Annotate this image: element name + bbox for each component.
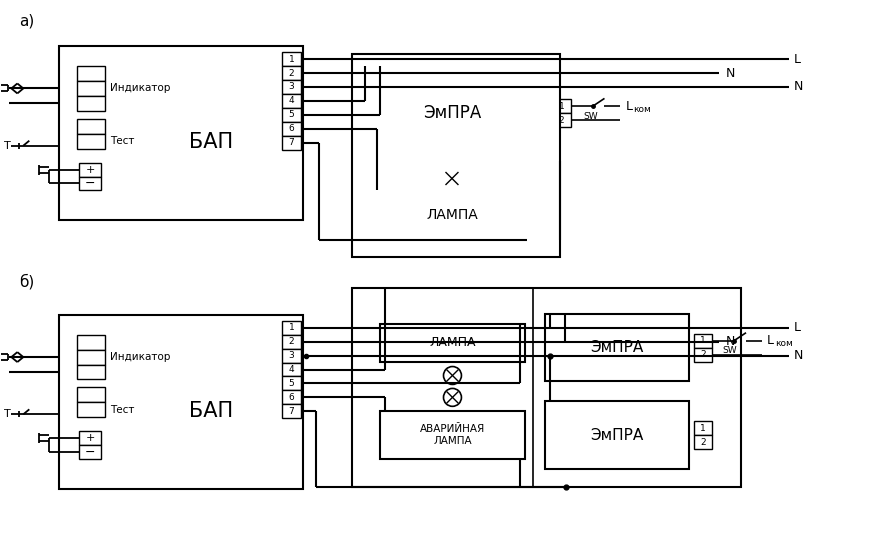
Text: Индикатор: Индикатор (110, 352, 171, 362)
Polygon shape (281, 404, 302, 418)
Text: 2: 2 (700, 438, 706, 447)
Text: ЛАМПА: ЛАМПА (429, 336, 476, 349)
Polygon shape (360, 66, 544, 161)
Polygon shape (281, 122, 302, 136)
Polygon shape (281, 108, 302, 122)
Text: ЭмПРА: ЭмПРА (590, 340, 643, 355)
Text: Т: Т (4, 141, 12, 151)
Polygon shape (281, 321, 302, 335)
Text: БАП: БАП (189, 132, 233, 152)
Polygon shape (79, 431, 101, 445)
Text: 6: 6 (289, 393, 295, 402)
Text: 3: 3 (289, 82, 295, 91)
Polygon shape (552, 113, 571, 127)
Text: БАП: БАП (189, 400, 233, 421)
Polygon shape (281, 390, 302, 404)
Text: 2: 2 (289, 69, 295, 78)
Polygon shape (373, 190, 532, 240)
Text: 1: 1 (558, 102, 565, 111)
Polygon shape (77, 96, 105, 111)
Polygon shape (77, 403, 105, 417)
Text: 1: 1 (289, 54, 295, 64)
Text: а): а) (19, 14, 35, 29)
Text: L: L (767, 334, 774, 347)
Text: N: N (794, 80, 804, 94)
Text: 7: 7 (289, 138, 295, 147)
Polygon shape (352, 54, 559, 257)
Text: 4: 4 (289, 365, 295, 374)
Text: 2: 2 (700, 350, 706, 359)
Polygon shape (552, 100, 571, 113)
Polygon shape (79, 163, 101, 177)
Polygon shape (352, 288, 741, 487)
Text: +: + (86, 433, 95, 443)
Text: L: L (626, 100, 633, 113)
Polygon shape (79, 177, 101, 190)
Text: Т: Т (4, 409, 12, 419)
Polygon shape (77, 365, 105, 380)
Polygon shape (77, 134, 105, 149)
Text: 1: 1 (289, 323, 295, 332)
Text: 2: 2 (558, 116, 565, 125)
Text: +: + (86, 164, 95, 174)
Text: SW: SW (583, 112, 598, 121)
Polygon shape (281, 136, 302, 150)
Text: ком: ком (775, 339, 793, 348)
Text: 6: 6 (289, 124, 295, 133)
Text: ЛАМПА: ЛАМПА (426, 208, 478, 222)
Text: АВАРИЙНАЯ
ЛАМПА: АВАРИЙНАЯ ЛАМПА (419, 425, 485, 446)
Text: N: N (794, 349, 804, 362)
Polygon shape (281, 94, 302, 108)
Polygon shape (59, 315, 304, 489)
Polygon shape (281, 377, 302, 390)
Text: б): б) (19, 274, 35, 290)
Text: −: − (85, 177, 96, 190)
Text: 7: 7 (289, 407, 295, 416)
Polygon shape (281, 66, 302, 80)
Text: 1: 1 (700, 424, 706, 433)
Polygon shape (281, 362, 302, 377)
Polygon shape (281, 80, 302, 94)
Text: 2: 2 (289, 337, 295, 346)
Text: 1: 1 (700, 336, 706, 345)
Polygon shape (694, 334, 712, 348)
Polygon shape (77, 81, 105, 96)
Polygon shape (59, 46, 304, 221)
Text: 5: 5 (289, 111, 295, 119)
Polygon shape (381, 411, 525, 459)
Text: −: − (85, 446, 96, 459)
Text: N: N (726, 67, 735, 80)
Text: L: L (794, 321, 801, 334)
Polygon shape (281, 335, 302, 349)
Polygon shape (694, 435, 712, 449)
Text: Тест: Тест (110, 136, 135, 146)
Polygon shape (79, 445, 101, 459)
Text: ЭмПРА: ЭмПРА (423, 104, 481, 122)
Polygon shape (281, 52, 302, 66)
Text: N: N (726, 335, 735, 348)
Polygon shape (77, 119, 105, 134)
Text: SW: SW (723, 346, 737, 355)
Text: 3: 3 (289, 351, 295, 360)
Polygon shape (694, 421, 712, 435)
Polygon shape (381, 324, 525, 361)
Polygon shape (77, 350, 105, 365)
Text: ЭмПРА: ЭмПРА (590, 428, 643, 443)
Text: L: L (794, 53, 801, 65)
Polygon shape (77, 66, 105, 81)
Text: Индикатор: Индикатор (110, 84, 171, 94)
Text: Тест: Тест (110, 405, 135, 415)
Polygon shape (544, 314, 689, 382)
Text: 4: 4 (289, 96, 295, 106)
Polygon shape (77, 387, 105, 403)
Polygon shape (694, 348, 712, 361)
Polygon shape (544, 402, 689, 469)
Polygon shape (281, 349, 302, 362)
Polygon shape (77, 335, 105, 350)
Text: ком: ком (634, 105, 651, 114)
Text: 5: 5 (289, 379, 295, 388)
